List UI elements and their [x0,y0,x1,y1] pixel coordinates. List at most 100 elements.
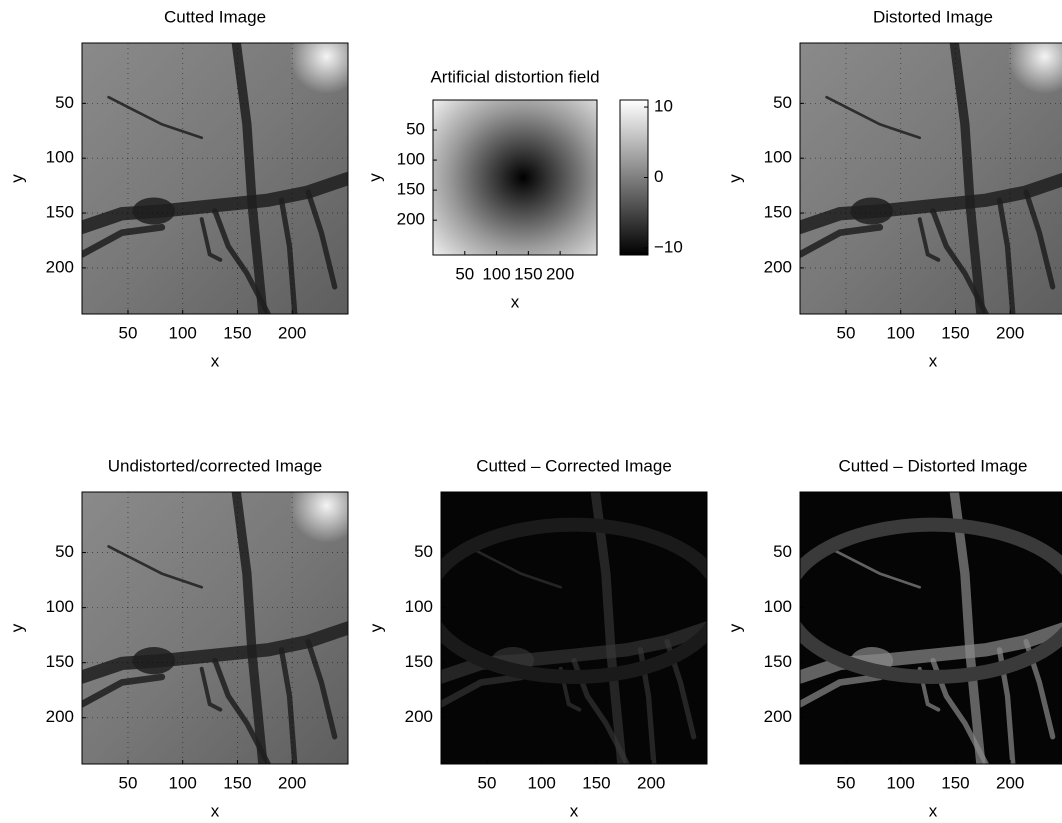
vessel [231,492,268,764]
image-background [82,43,348,314]
x-tick-label: 50 [837,323,856,342]
x-tick-label: 50 [119,773,138,792]
x-tick-label: 200 [278,323,306,342]
x-tick-label: 150 [514,264,542,283]
bright-spot [289,492,348,543]
x-tick-label: 50 [478,773,497,792]
image [82,43,348,314]
y-tick-label: 100 [405,597,433,616]
colorbar [619,99,649,256]
y-tick-label: 50 [414,542,433,561]
colorbar-tick-label: 10 [654,97,673,116]
y-tick-label: 100 [397,150,425,169]
image-background [800,492,1062,764]
x-tick-label: 50 [455,264,474,283]
y-axis-label: y [7,174,26,183]
axes-frame [440,491,708,765]
bright-spot [289,43,348,94]
y-axis-label: y [366,623,385,632]
image-background [441,492,707,764]
y-tick-label: 100 [764,597,792,616]
x-tick-label: 200 [546,264,574,283]
x-axis-label: x [211,801,220,820]
image-background [82,492,348,764]
y-tick-label: 150 [397,180,425,199]
x-tick-label: 200 [278,773,306,792]
vessel-blob [132,197,176,225]
x-axis-label: x [211,351,220,370]
title: Artificial distortion field [430,67,599,86]
y-tick-label: 200 [397,210,425,229]
axes-frame [81,491,349,765]
subplot: 50 100 150 200 50 100 150 200 Undistorted/correc… [7,456,349,820]
y-tick-label: 200 [764,707,792,726]
y-tick-label: 150 [764,203,792,222]
y-tick-label: 150 [46,203,74,222]
x-tick-label: 200 [996,773,1024,792]
vessel-blob [850,197,894,225]
y-tick-label: 100 [46,148,74,167]
x-tick-label: 150 [223,773,251,792]
x-axis-label: x [570,801,579,820]
vessel [466,545,563,589]
x-tick-label: 150 [582,773,610,792]
y-tick-label: 50 [55,542,74,561]
vessel [949,43,986,314]
vessel-blob [132,647,176,675]
x-axis-label: x [929,801,938,820]
y-tick-label: 200 [405,707,433,726]
vessel [212,208,271,314]
band [800,517,1062,684]
y-axis-label: y [725,174,744,183]
axes-frame [799,42,1062,315]
x-tick-label: 100 [887,323,915,342]
y-tick-label: 50 [773,93,792,112]
x-tick-label: 150 [941,773,969,792]
axes-frame [432,99,598,256]
x-tick-label: 200 [637,773,665,792]
subplot: 50 100 150 200 50 100 150 200 Cutted – Corrected… [366,456,708,820]
vessel [199,666,223,712]
y-tick-label: 50 [55,93,74,112]
subplot: 50 100 150 200 50 100 150 200 Cutted Image x y [7,7,349,370]
vessel [305,638,338,740]
axes-frame [799,491,1062,765]
title: Cutted Image [164,7,266,26]
y-tick-label: 200 [46,707,74,726]
vessel [82,223,166,258]
image [82,492,348,764]
vessel [1023,189,1056,290]
y-tick-label: 50 [406,120,425,139]
image [433,100,597,255]
y-axis-label: y [725,623,744,632]
image [441,492,707,764]
vessel [212,657,271,764]
axes-frame [81,42,349,315]
y-tick-label: 200 [46,257,74,276]
y-tick-label: 150 [46,652,74,671]
colorbar-tick-label: −10 [654,237,683,256]
vessel [825,545,922,589]
vessel [278,647,298,764]
vessel [825,95,922,140]
vessel [82,673,166,708]
title: Cutted – Distorted Image [839,456,1028,475]
vessel [305,189,338,290]
y-tick-label: 100 [46,597,74,616]
x-tick-label: 50 [119,323,138,342]
x-tick-label: 100 [482,264,510,283]
subplot: 50 100 150 200 50 100 150 200 Distorted Image x y [725,7,1062,370]
y-axis-label: y [7,623,26,632]
vessel [800,673,884,708]
vessel [107,95,204,140]
colorbar-tick-label: 0 [654,167,663,186]
vessel [441,673,525,708]
x-axis-label: x [929,351,938,370]
vessel [800,223,884,258]
x-tick-label: 50 [837,773,856,792]
x-tick-label: 150 [941,323,969,342]
y-tick-label: 150 [764,652,792,671]
